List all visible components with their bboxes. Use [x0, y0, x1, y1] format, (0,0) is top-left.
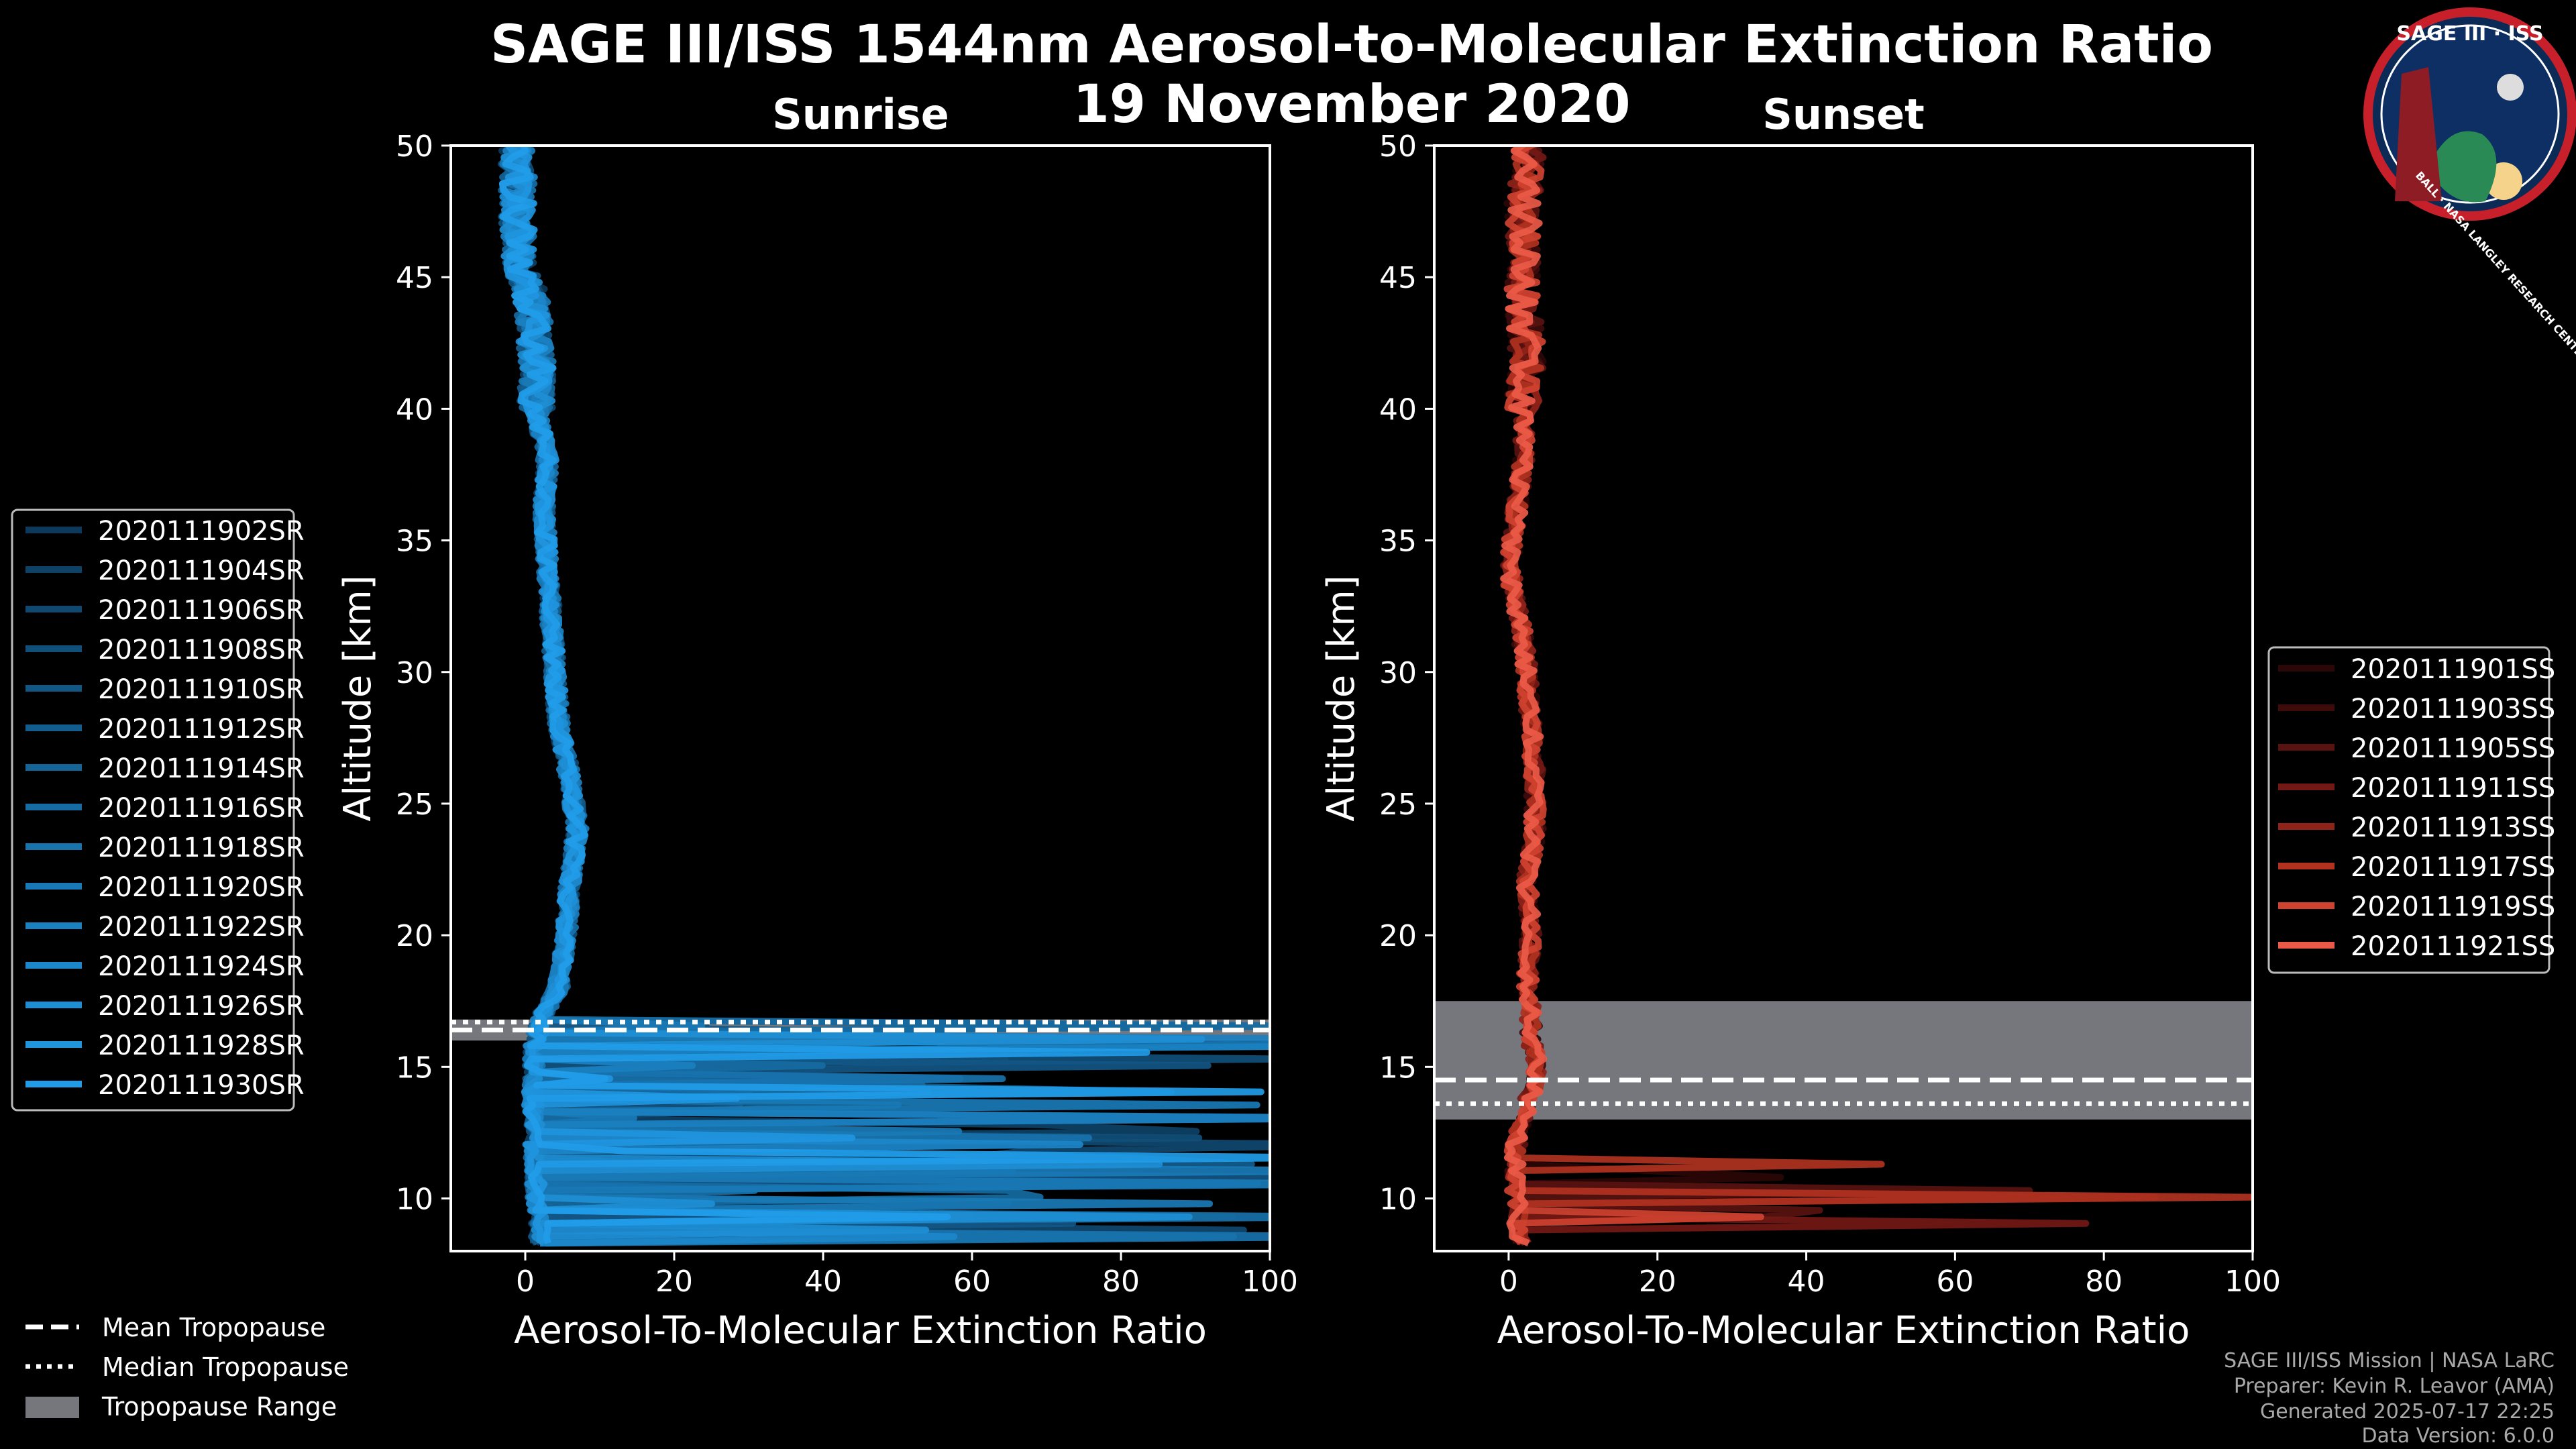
legend-sunrise-label: 2020111906SR: [98, 595, 305, 626]
legend-sunrise-label: 2020111916SR: [98, 793, 305, 824]
sunrise-y-tick-label: 20: [396, 919, 433, 953]
moon-icon: [2497, 74, 2524, 101]
sunrise-x-tick-label: 0: [516, 1265, 535, 1299]
legend-sunset-label: 2020111919SS: [2351, 892, 2555, 922]
footer: SAGE III/ISS Mission | NASA LaRC Prepare…: [2224, 1349, 2555, 1448]
sunrise-panel-title: Sunrise: [772, 90, 949, 139]
sunset-x-tick-label: 0: [1499, 1265, 1518, 1299]
sunset-y-tick-label: 35: [1379, 525, 1417, 559]
sunset-y-tick-label: 40: [1379, 392, 1417, 427]
sunrise-x-tick-label: 40: [804, 1265, 842, 1299]
legend-sunrise-label: 2020111904SR: [98, 555, 305, 586]
sunset-plot-area: [1434, 146, 2253, 1246]
legend-sunrise-label: 2020111930SR: [98, 1070, 305, 1101]
sunset-y-tick-label: 25: [1379, 788, 1417, 822]
sunrise-y-axis-label: Altitude [km]: [336, 575, 380, 821]
sunrise-y-tick-label: 40: [396, 392, 433, 427]
logo-text: SAGE III · ISS: [2396, 22, 2543, 46]
median-tropopause-label: Median Tropopause: [102, 1352, 349, 1382]
figure-date: 19 November 2020: [1073, 74, 1630, 135]
legend-sunrise-frame: [11, 508, 295, 1112]
legend-sunrise-label: 2020111922SR: [98, 912, 305, 943]
tropopause-legend: Mean Tropopause Median Tropopause Tropop…: [25, 1313, 349, 1421]
sunset-x-tick-label: 40: [1788, 1265, 1825, 1299]
sunrise-y-tick-label: 10: [396, 1183, 433, 1217]
footer-preparer: Preparer: Kevin R. Leavor (AMA): [2234, 1375, 2555, 1398]
sunset-x-tick-label: 60: [1936, 1265, 1974, 1299]
sunrise-y-tick-label: 25: [396, 788, 433, 822]
sunrise-series-line: [498, 146, 1270, 1244]
tropopause-range-swatch: [25, 1397, 79, 1418]
sunset-y-tick-label: 20: [1379, 919, 1417, 953]
sunset-y-tick-label: 10: [1379, 1183, 1417, 1217]
sunset-y-tick-label: 30: [1379, 656, 1417, 690]
legend-sunset-label: 2020111917SS: [2351, 852, 2555, 883]
legend-sunrise-label: 2020111908SR: [98, 635, 305, 665]
sunset-y-tick-label: 45: [1379, 261, 1417, 295]
tropopause-range-label: Tropopause Range: [101, 1392, 337, 1421]
legend-sunset-label: 2020111921SS: [2351, 931, 2555, 962]
legend-sunset-label: 2020111905SS: [2351, 733, 2555, 764]
earth-icon: [2428, 131, 2497, 203]
sunrise-y-tick-label: 50: [396, 129, 433, 164]
sunset-x-axis-label: Aerosol-To-Molecular Extinction Ratio: [1497, 1309, 2190, 1352]
astronomer-icon: [2395, 67, 2442, 201]
legend-sunrise-label: 2020111928SR: [98, 1030, 305, 1061]
sunset-y-axis-label: Altitude [km]: [1320, 575, 1363, 821]
footer-version: Data Version: 6.0.0: [2362, 1424, 2555, 1448]
legend-sunset: 2020111901SS 2020111903SS 2020111905SS 2020…: [2267, 646, 2555, 974]
sunrise-y-tick-label: 45: [396, 261, 433, 295]
mean-tropopause-label: Mean Tropopause: [102, 1313, 325, 1342]
panel-sunset: Sunset 0 20 40 60 80 100 10 15 20 25 30 35 40 45 50 Aero…: [1320, 90, 2281, 1352]
footer-generated: Generated 2025-07-17 22:25: [2260, 1400, 2555, 1424]
legend-sunrise-label: 2020111924SR: [98, 951, 305, 982]
sunrise-y-tick-label: 15: [396, 1051, 433, 1085]
legend-sunset-label: 2020111911SS: [2351, 773, 2555, 804]
sunset-x-tick-label: 80: [2085, 1265, 2123, 1299]
legend-sunset-label: 2020111913SS: [2351, 812, 2555, 843]
panel-sunrise: Sunrise 0 20 40 60 80 100 10 15 20 25 30 35 40 45 50 Aer…: [336, 90, 1298, 1352]
legend-sunset-label: 2020111901SS: [2351, 654, 2555, 685]
sunrise-x-tick-label: 60: [953, 1265, 991, 1299]
sunrise-axes-frame: [449, 144, 1271, 1252]
legend-sunrise-label: 2020111918SR: [98, 833, 305, 863]
footer-mission: SAGE III/ISS Mission | NASA LaRC: [2224, 1349, 2555, 1373]
figure-title: SAGE III/ISS 1544nm Aerosol-to-Molecular…: [490, 15, 2213, 75]
sunrise-x-tick-label: 80: [1102, 1265, 1140, 1299]
legend-sunrise-label: 2020111910SR: [98, 674, 305, 705]
legend-sunset-frame: [2267, 646, 2551, 974]
legend-sunrise-label: 2020111914SR: [98, 753, 305, 784]
sunrise-x-tick-label: 100: [1242, 1265, 1298, 1299]
legend-sunrise-label: 2020111926SR: [98, 991, 305, 1022]
legend-sunrise-label: 2020111912SR: [98, 714, 305, 745]
sunrise-x-tick-label: 20: [655, 1265, 693, 1299]
sunset-axes-frame: [1433, 144, 2254, 1252]
legend-sunset-label: 2020111903SS: [2351, 694, 2555, 724]
legend-sunrise: 2020111902SR 2020111904SR 2020111906SR 2020…: [11, 508, 305, 1112]
sunset-y-tick-label: 50: [1379, 129, 1417, 164]
sunset-x-tick-label: 20: [1639, 1265, 1676, 1299]
legend-sunrise-label: 2020111920SR: [98, 872, 305, 903]
sunset-tropopause-range: [1434, 1001, 2253, 1120]
sunset-x-tick-label: 100: [2224, 1265, 2281, 1299]
sunset-y-tick-label: 15: [1379, 1051, 1417, 1085]
sunset-series-line: [1500, 146, 1548, 1246]
sunrise-y-tick-label: 35: [396, 525, 433, 559]
legend-sunrise-label: 2020111902SR: [98, 516, 305, 547]
sunset-panel-title: Sunset: [1762, 90, 1925, 139]
sunrise-plot-area: [451, 146, 1270, 1247]
sunrise-x-axis-label: Aerosol-To-Molecular Extinction Ratio: [514, 1309, 1207, 1352]
sunrise-y-tick-label: 30: [396, 656, 433, 690]
